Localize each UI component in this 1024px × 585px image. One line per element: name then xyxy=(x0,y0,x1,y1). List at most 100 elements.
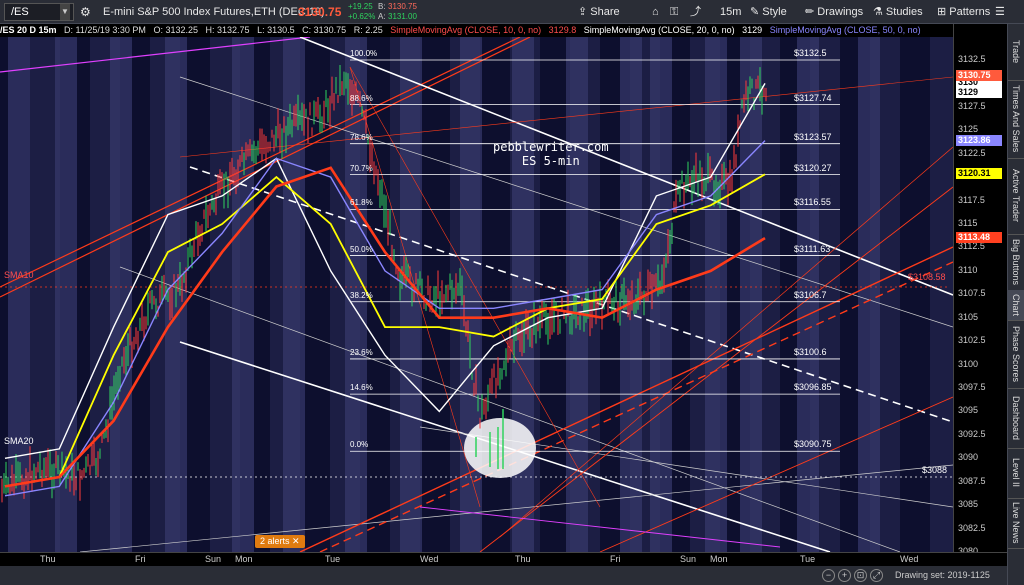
day-band xyxy=(750,37,780,552)
bottom-bar: − + ⊡ ⤢ Drawing set: 2019-1125 xyxy=(0,566,1007,585)
zoom-out-icon[interactable]: − xyxy=(822,569,835,582)
fib-price-label: $3120.27 xyxy=(794,162,832,173)
share-link-icon[interactable]: ⤴ xyxy=(690,6,701,18)
sidebar-tab-active-trader[interactable]: Active Trader xyxy=(1008,158,1024,235)
settings-gear-icon[interactable]: ⚙ xyxy=(80,5,91,19)
time-tick-label: Wed xyxy=(420,554,439,564)
chart-watermark: pebblewriter.com ES 5-min xyxy=(493,140,609,168)
price-axis[interactable]: 3080 3082.5 3085 3087.5 3090 3092.5 3095 3097.5… xyxy=(953,24,1007,556)
sma10-chart-tag: SMA10 xyxy=(4,270,34,280)
sma10-label: SimpleMovingAvg (CLOSE, 10, 0, no) xyxy=(390,25,542,35)
style-button[interactable]: ✎ Style xyxy=(750,6,787,18)
change-points: +19.25 xyxy=(348,2,373,11)
day-band xyxy=(390,37,420,552)
time-axis[interactable]: Thu Fri Sun Mon Tue Wed Thu Fri Sun Mon Tue Wed xyxy=(0,552,1007,566)
trend-channel-line[interactable] xyxy=(349,66,601,508)
expand-icon[interactable]: ⤢ xyxy=(870,569,883,582)
time-tick-label: Fri xyxy=(610,554,621,564)
price-tick-label: 3095 xyxy=(958,405,979,416)
trend-channel-line[interactable] xyxy=(599,396,953,552)
drawings-button[interactable]: ✏ Drawings xyxy=(805,6,864,18)
fib-price-label: $3123.57 xyxy=(794,131,832,142)
sidebar-tab-live-news[interactable]: Live News xyxy=(1008,498,1024,549)
bid-label: B: xyxy=(378,2,386,11)
low-highlight-ellipse xyxy=(464,418,536,478)
trend-channel-line[interactable] xyxy=(189,166,953,423)
trend-channel-line[interactable] xyxy=(79,464,953,552)
bar-open: O: 3132.25 xyxy=(153,25,198,35)
time-tick-label: Thu xyxy=(40,554,56,564)
trend-channel-line[interactable] xyxy=(179,76,953,328)
chart-settings-icon[interactable]: ⌂ xyxy=(652,6,659,18)
trend-channel-line[interactable] xyxy=(479,186,953,552)
trend-channel-line[interactable] xyxy=(119,266,901,552)
fib-ratio-label: 23.6% xyxy=(350,347,373,357)
time-tick-label: Mon xyxy=(710,554,728,564)
drawing-set-label[interactable]: Drawing set: 2019-1125 xyxy=(895,570,990,580)
session-band xyxy=(858,37,880,552)
chart-title: /ES 20 D 15m xyxy=(0,25,57,35)
trend-channel-line[interactable] xyxy=(499,146,953,538)
bar-datetime: D: 11/25/19 3:30 PM xyxy=(64,25,146,35)
sma20-level-label: $3088 xyxy=(922,465,948,475)
share-icon: ⇪ xyxy=(578,6,591,18)
sidebar-tab-trade[interactable]: Trade xyxy=(1008,24,1024,81)
watermark-line1: pebblewriter.com xyxy=(493,140,609,154)
bid-price: 3130.75 xyxy=(388,2,417,11)
zoom-in-icon[interactable]: + xyxy=(838,569,851,582)
trend-channel-line[interactable] xyxy=(179,76,953,158)
price-tick-label: 3115 xyxy=(958,218,978,228)
sidebar-tab-times-and-sales[interactable]: Times And Sales xyxy=(1008,80,1024,159)
sma-line-long[interactable] xyxy=(4,166,766,488)
alerts-button[interactable]: 2 alerts ✕ xyxy=(255,535,305,548)
price-tick-label: 3107.5 xyxy=(958,288,986,299)
sma10-level-label: $3108.58 xyxy=(908,272,946,282)
sidebar-tab-level-ii[interactable]: Level II xyxy=(1008,448,1024,499)
session-band xyxy=(345,37,367,552)
fib-ratio-label: 61.8% xyxy=(350,198,373,208)
interval-button[interactable]: 15m xyxy=(720,6,742,18)
menu-icon[interactable]: ☰ xyxy=(995,6,1005,18)
day-band xyxy=(270,37,300,552)
price-tick-label: 3087.5 xyxy=(958,475,986,486)
sma20-value: 3129 xyxy=(742,25,763,35)
sidebar-tab-big-buttons[interactable]: Big Buttons xyxy=(1008,234,1024,291)
sma-line-sma10[interactable] xyxy=(4,83,766,459)
chart-info-bar: /ES 20 D 15m D: 11/25/19 3:30 PM O: 3132… xyxy=(0,24,953,37)
day-band xyxy=(690,37,720,552)
sma20-chart-tag: SMA20 xyxy=(4,436,34,446)
session-band xyxy=(400,37,422,552)
share-button[interactable]: ⇪ Share xyxy=(578,6,620,18)
sidebar-tab-chart[interactable]: Chart xyxy=(1008,290,1024,321)
trend-channel-line[interactable] xyxy=(299,246,953,552)
price-tick-label: 3100 xyxy=(958,358,979,369)
session-band xyxy=(797,37,819,552)
time-tick-label: Tue xyxy=(325,554,341,564)
fib-ratio-label: 38.2% xyxy=(350,290,373,300)
studies-button[interactable]: ⚗ Studies xyxy=(873,6,923,18)
chevron-down-icon[interactable]: ▼ xyxy=(60,4,70,20)
day-band xyxy=(870,37,900,552)
sidebar-tab-dashboard[interactable]: Dashboard xyxy=(1008,388,1024,449)
fib-ratio-label: 78.6% xyxy=(350,132,373,142)
trend-channel-line[interactable] xyxy=(0,37,521,288)
price-tick-label: 3102.5 xyxy=(958,335,986,346)
zoom-fit-icon[interactable]: ⊡ xyxy=(854,569,867,582)
chart-plot-area[interactable]: pebblewriter.com ES 5-min 100.0% $3132.5 8… xyxy=(0,37,953,552)
lock-icon[interactable]: ⚿ xyxy=(670,6,679,18)
watermark-line2: ES 5-min xyxy=(521,154,580,168)
trend-channel-line[interactable] xyxy=(299,37,953,296)
time-tick-label: Wed xyxy=(900,554,919,564)
sma-line-sma50[interactable] xyxy=(4,140,766,497)
sma-line-sma20[interactable] xyxy=(4,173,766,488)
patterns-button[interactable]: ⊞ Patterns xyxy=(937,6,991,18)
trend-channel-line[interactable] xyxy=(419,506,781,548)
price-tick-label: 3090 xyxy=(958,452,979,463)
sidebar-tab-phase-scores[interactable]: Phase Scores xyxy=(1008,320,1024,389)
right-sidebar: Trade Times And Sales Active Trader Big But… xyxy=(1007,24,1024,585)
ask-price: 3131.00 xyxy=(388,12,417,21)
trend-channel-line[interactable] xyxy=(0,37,311,73)
symbol-input[interactable]: /ES ▼ xyxy=(4,3,74,21)
session-band xyxy=(110,37,132,552)
session-band xyxy=(460,37,482,552)
